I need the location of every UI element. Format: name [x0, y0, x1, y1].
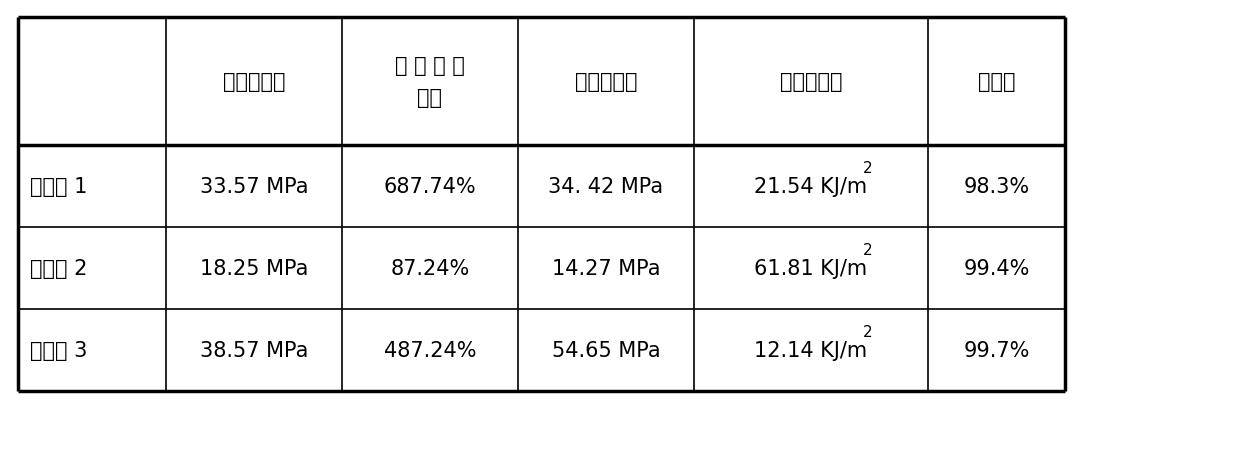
Text: 33.57 MPa: 33.57 MPa — [199, 177, 309, 197]
Text: 54.65 MPa: 54.65 MPa — [551, 340, 660, 360]
Text: 34. 42 MPa: 34. 42 MPa — [549, 177, 664, 197]
Text: 99.7%: 99.7% — [963, 340, 1030, 360]
Text: 61.81 KJ/m: 61.81 KJ/m — [755, 258, 867, 278]
Text: 断 裂 伸 长
率：: 断 裂 伸 长 率： — [395, 56, 465, 108]
Text: 487.24%: 487.24% — [384, 340, 476, 360]
Text: 抗菌率: 抗菌率 — [978, 72, 1015, 92]
Text: 99.4%: 99.4% — [963, 258, 1030, 278]
Text: 12.14 KJ/m: 12.14 KJ/m — [755, 340, 867, 360]
Text: 98.3%: 98.3% — [964, 177, 1030, 197]
Text: 2: 2 — [862, 325, 872, 340]
Text: 18.25 MPa: 18.25 MPa — [199, 258, 309, 278]
Text: 弯曲强度：: 弯曲强度： — [575, 72, 637, 92]
Text: 21.54 KJ/m: 21.54 KJ/m — [755, 177, 867, 197]
Text: 687.74%: 687.74% — [384, 177, 476, 197]
Text: 38.57 MPa: 38.57 MPa — [199, 340, 309, 360]
Text: 2: 2 — [862, 243, 872, 258]
Text: 87.24%: 87.24% — [390, 258, 470, 278]
Text: 冲击强度：: 冲击强度： — [779, 72, 843, 92]
Text: 实施例 3: 实施例 3 — [30, 340, 88, 360]
Text: 实施例 1: 实施例 1 — [30, 177, 88, 197]
Text: 14.27 MPa: 14.27 MPa — [551, 258, 660, 278]
Text: 拉伸强度：: 拉伸强度： — [223, 72, 285, 92]
Text: 实施例 2: 实施例 2 — [30, 258, 88, 278]
Text: 2: 2 — [862, 161, 872, 176]
